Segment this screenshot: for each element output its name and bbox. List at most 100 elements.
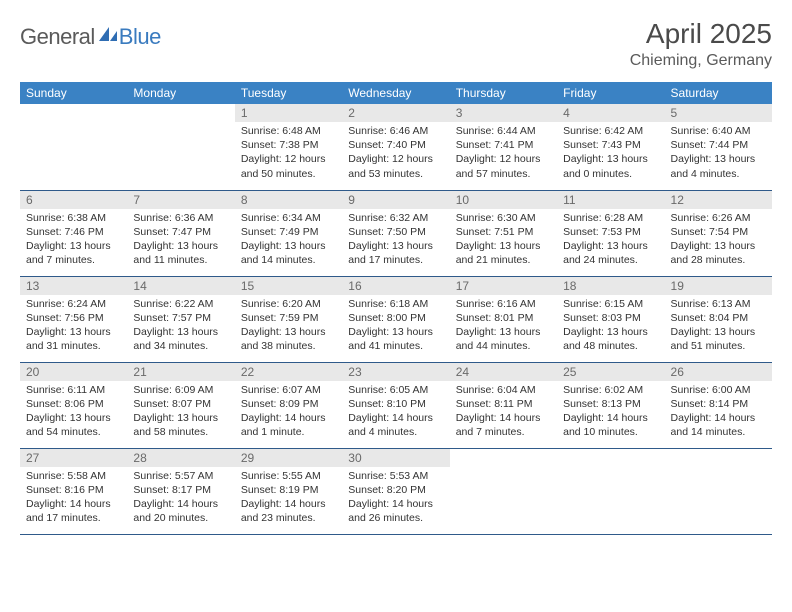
day-number: 17 xyxy=(450,277,557,295)
day-number: 30 xyxy=(342,449,449,467)
sunrise-line: Sunrise: 6:42 AM xyxy=(563,124,658,138)
sunrise-line: Sunrise: 5:55 AM xyxy=(241,469,336,483)
day-content: Sunrise: 6:36 AMSunset: 7:47 PMDaylight:… xyxy=(127,209,234,272)
sunset-line: Sunset: 8:01 PM xyxy=(456,311,551,325)
sunrise-line: Sunrise: 6:11 AM xyxy=(26,383,121,397)
weekday-header: Wednesday xyxy=(342,82,449,104)
sunset-line: Sunset: 8:14 PM xyxy=(671,397,766,411)
day-number: 20 xyxy=(20,363,127,381)
sunset-line: Sunset: 7:46 PM xyxy=(26,225,121,239)
calendar-cell: 18Sunrise: 6:15 AMSunset: 8:03 PMDayligh… xyxy=(557,276,664,362)
calendar-cell: 14Sunrise: 6:22 AMSunset: 7:57 PMDayligh… xyxy=(127,276,234,362)
weekday-header: Thursday xyxy=(450,82,557,104)
sunrise-line: Sunrise: 6:48 AM xyxy=(241,124,336,138)
sunset-line: Sunset: 8:06 PM xyxy=(26,397,121,411)
day-number: 18 xyxy=(557,277,664,295)
daylight-line: Daylight: 12 hours and 50 minutes. xyxy=(241,152,336,180)
daylight-line: Daylight: 13 hours and 44 minutes. xyxy=(456,325,551,353)
day-number: 1 xyxy=(235,104,342,122)
sunset-line: Sunset: 8:04 PM xyxy=(671,311,766,325)
day-content: Sunrise: 6:30 AMSunset: 7:51 PMDaylight:… xyxy=(450,209,557,272)
sunset-line: Sunset: 7:44 PM xyxy=(671,138,766,152)
day-number: 25 xyxy=(557,363,664,381)
day-number: 12 xyxy=(665,191,772,209)
daylight-line: Daylight: 14 hours and 7 minutes. xyxy=(456,411,551,439)
day-number: 5 xyxy=(665,104,772,122)
calendar-table: Sunday Monday Tuesday Wednesday Thursday… xyxy=(20,82,772,535)
day-content: Sunrise: 6:48 AMSunset: 7:38 PMDaylight:… xyxy=(235,122,342,185)
sunset-line: Sunset: 7:40 PM xyxy=(348,138,443,152)
calendar-cell: 6Sunrise: 6:38 AMSunset: 7:46 PMDaylight… xyxy=(20,190,127,276)
daylight-line: Daylight: 12 hours and 53 minutes. xyxy=(348,152,443,180)
calendar-cell: 26Sunrise: 6:00 AMSunset: 8:14 PMDayligh… xyxy=(665,362,772,448)
daylight-line: Daylight: 13 hours and 0 minutes. xyxy=(563,152,658,180)
sunrise-line: Sunrise: 6:36 AM xyxy=(133,211,228,225)
sunset-line: Sunset: 8:09 PM xyxy=(241,397,336,411)
day-content: Sunrise: 5:55 AMSunset: 8:19 PMDaylight:… xyxy=(235,467,342,530)
sunset-line: Sunset: 8:17 PM xyxy=(133,483,228,497)
calendar-cell: 25Sunrise: 6:02 AMSunset: 8:13 PMDayligh… xyxy=(557,362,664,448)
day-number: 2 xyxy=(342,104,449,122)
sunrise-line: Sunrise: 6:16 AM xyxy=(456,297,551,311)
daylight-line: Daylight: 13 hours and 54 minutes. xyxy=(26,411,121,439)
weekday-header: Tuesday xyxy=(235,82,342,104)
day-number: 29 xyxy=(235,449,342,467)
day-number: 9 xyxy=(342,191,449,209)
daylight-line: Daylight: 13 hours and 51 minutes. xyxy=(671,325,766,353)
sunset-line: Sunset: 7:50 PM xyxy=(348,225,443,239)
day-number: 16 xyxy=(342,277,449,295)
daylight-line: Daylight: 13 hours and 17 minutes. xyxy=(348,239,443,267)
day-number: 6 xyxy=(20,191,127,209)
calendar-row: 13Sunrise: 6:24 AMSunset: 7:56 PMDayligh… xyxy=(20,276,772,362)
sunset-line: Sunset: 7:49 PM xyxy=(241,225,336,239)
day-number: 8 xyxy=(235,191,342,209)
day-content: Sunrise: 6:02 AMSunset: 8:13 PMDaylight:… xyxy=(557,381,664,444)
weekday-header: Saturday xyxy=(665,82,772,104)
daylight-line: Daylight: 14 hours and 4 minutes. xyxy=(348,411,443,439)
day-content: Sunrise: 5:57 AMSunset: 8:17 PMDaylight:… xyxy=(127,467,234,530)
daylight-line: Daylight: 14 hours and 17 minutes. xyxy=(26,497,121,525)
day-number: 22 xyxy=(235,363,342,381)
day-number: 23 xyxy=(342,363,449,381)
day-content: Sunrise: 6:11 AMSunset: 8:06 PMDaylight:… xyxy=(20,381,127,444)
day-content: Sunrise: 6:09 AMSunset: 8:07 PMDaylight:… xyxy=(127,381,234,444)
sunrise-line: Sunrise: 6:13 AM xyxy=(671,297,766,311)
calendar-cell: 4Sunrise: 6:42 AMSunset: 7:43 PMDaylight… xyxy=(557,104,664,190)
calendar-row: 20Sunrise: 6:11 AMSunset: 8:06 PMDayligh… xyxy=(20,362,772,448)
sunrise-line: Sunrise: 6:00 AM xyxy=(671,383,766,397)
day-number: 7 xyxy=(127,191,234,209)
day-content: Sunrise: 6:15 AMSunset: 8:03 PMDaylight:… xyxy=(557,295,664,358)
day-number: 24 xyxy=(450,363,557,381)
calendar-row: 27Sunrise: 5:58 AMSunset: 8:16 PMDayligh… xyxy=(20,448,772,534)
calendar-cell: 16Sunrise: 6:18 AMSunset: 8:00 PMDayligh… xyxy=(342,276,449,362)
day-content: Sunrise: 6:00 AMSunset: 8:14 PMDaylight:… xyxy=(665,381,772,444)
daylight-line: Daylight: 14 hours and 14 minutes. xyxy=(671,411,766,439)
daylight-line: Daylight: 13 hours and 14 minutes. xyxy=(241,239,336,267)
sunset-line: Sunset: 7:59 PM xyxy=(241,311,336,325)
calendar-cell: 13Sunrise: 6:24 AMSunset: 7:56 PMDayligh… xyxy=(20,276,127,362)
sunset-line: Sunset: 7:56 PM xyxy=(26,311,121,325)
day-number: 3 xyxy=(450,104,557,122)
sunrise-line: Sunrise: 6:28 AM xyxy=(563,211,658,225)
day-content: Sunrise: 6:42 AMSunset: 7:43 PMDaylight:… xyxy=(557,122,664,185)
sunrise-line: Sunrise: 6:05 AM xyxy=(348,383,443,397)
day-content: Sunrise: 6:16 AMSunset: 8:01 PMDaylight:… xyxy=(450,295,557,358)
day-content: Sunrise: 6:40 AMSunset: 7:44 PMDaylight:… xyxy=(665,122,772,185)
weekday-header-row: Sunday Monday Tuesday Wednesday Thursday… xyxy=(20,82,772,104)
title-block: April 2025 Chieming, Germany xyxy=(630,18,772,70)
day-content: Sunrise: 6:44 AMSunset: 7:41 PMDaylight:… xyxy=(450,122,557,185)
sunrise-line: Sunrise: 6:15 AM xyxy=(563,297,658,311)
daylight-line: Daylight: 14 hours and 20 minutes. xyxy=(133,497,228,525)
daylight-line: Daylight: 13 hours and 11 minutes. xyxy=(133,239,228,267)
daylight-line: Daylight: 13 hours and 58 minutes. xyxy=(133,411,228,439)
day-content: Sunrise: 6:32 AMSunset: 7:50 PMDaylight:… xyxy=(342,209,449,272)
sunset-line: Sunset: 7:41 PM xyxy=(456,138,551,152)
logo: General Blue xyxy=(20,24,161,50)
calendar-cell xyxy=(450,448,557,534)
day-number: 27 xyxy=(20,449,127,467)
day-number: 15 xyxy=(235,277,342,295)
sunrise-line: Sunrise: 6:07 AM xyxy=(241,383,336,397)
calendar-cell: 23Sunrise: 6:05 AMSunset: 8:10 PMDayligh… xyxy=(342,362,449,448)
sunset-line: Sunset: 7:38 PM xyxy=(241,138,336,152)
calendar-cell: 12Sunrise: 6:26 AMSunset: 7:54 PMDayligh… xyxy=(665,190,772,276)
